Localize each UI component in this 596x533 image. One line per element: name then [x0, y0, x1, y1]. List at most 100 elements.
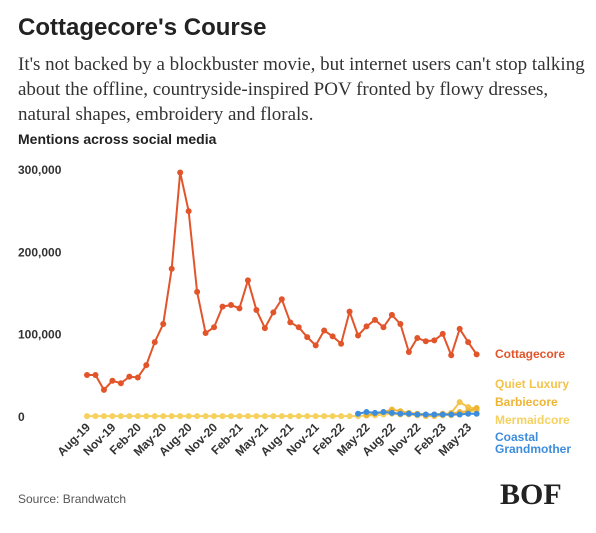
data-point: [295, 413, 302, 420]
data-point: [448, 411, 455, 418]
data-point: [244, 413, 251, 420]
data-point: [202, 413, 209, 420]
legend-label: Barbiecore: [495, 395, 558, 409]
data-point: [287, 319, 294, 326]
data-point: [211, 324, 218, 331]
data-point: [346, 413, 353, 420]
data-point: [363, 323, 370, 330]
data-point: [185, 413, 192, 420]
data-point: [227, 413, 234, 420]
data-point: [168, 413, 175, 420]
data-point: [380, 324, 387, 331]
data-point: [194, 413, 201, 420]
series-line: [87, 172, 478, 392]
legend-label: Quiet Luxury: [495, 377, 570, 391]
data-point: [465, 339, 472, 346]
y-tick-label: 200,000: [18, 245, 62, 259]
data-point: [465, 404, 472, 411]
source: Source: Brandwatch: [18, 492, 127, 506]
data-point: [270, 309, 277, 316]
data-point: [397, 320, 404, 327]
y-tick-label: 300,000: [18, 163, 62, 177]
data-point: [414, 334, 421, 341]
data-point: [473, 351, 480, 358]
data-point: [388, 311, 395, 318]
data-point: [202, 330, 209, 337]
data-point: [278, 413, 285, 420]
data-point: [168, 265, 175, 272]
data-point: [126, 373, 133, 380]
data-point: [456, 411, 463, 418]
data-point: [456, 325, 463, 332]
data-point: [355, 332, 362, 339]
data-point: [473, 410, 480, 417]
data-point: [134, 413, 141, 420]
data-point: [304, 334, 311, 341]
data-point: [465, 410, 472, 417]
data-point: [160, 320, 167, 327]
data-point: [278, 296, 285, 303]
data-point: [92, 372, 99, 379]
logo: BOF: [500, 478, 562, 511]
data-point: [92, 413, 99, 420]
data-point: [346, 308, 353, 315]
data-point: [422, 411, 429, 418]
data-point: [388, 409, 395, 416]
data-point: [355, 410, 362, 417]
data-point: [219, 413, 226, 420]
data-point: [363, 409, 370, 416]
data-point: [100, 386, 107, 393]
data-point: [151, 413, 158, 420]
data-point: [422, 338, 429, 345]
data-point: [100, 413, 107, 420]
data-point: [295, 324, 302, 331]
data-point: [227, 302, 234, 309]
data-point: [236, 413, 243, 420]
data-point: [151, 339, 158, 346]
data-point: [211, 413, 218, 420]
data-point: [371, 316, 378, 323]
data-point: [380, 409, 387, 416]
data-point: [312, 413, 319, 420]
data-point: [473, 404, 480, 411]
data-point: [117, 413, 124, 420]
data-point: [261, 325, 268, 332]
data-point: [304, 413, 311, 420]
data-point: [312, 342, 319, 349]
chart-title: Mentions across social media: [18, 131, 217, 147]
data-point: [160, 413, 167, 420]
data-point: [414, 411, 421, 418]
data-point: [431, 411, 438, 418]
data-point: [431, 337, 438, 344]
data-point: [84, 372, 90, 379]
legend-label: Mermaidcore: [495, 413, 570, 427]
data-point: [177, 413, 184, 420]
data-point: [321, 413, 328, 420]
data-point: [84, 413, 90, 420]
data-point: [219, 303, 226, 310]
y-tick-label: 100,000: [18, 328, 62, 342]
data-point: [287, 413, 294, 420]
data-point: [117, 380, 124, 387]
subtitle: It's not backed by a blockbuster movie, …: [18, 54, 585, 125]
data-point: [448, 352, 455, 359]
data-point: [109, 413, 116, 420]
data-point: [439, 330, 446, 337]
data-point: [109, 377, 116, 384]
data-point: [405, 410, 412, 417]
data-point: [261, 413, 268, 420]
data-point: [338, 340, 345, 347]
data-point: [329, 413, 336, 420]
y-tick-label: 0: [18, 410, 25, 424]
data-point: [456, 399, 463, 406]
data-point: [439, 411, 446, 418]
title: Cottagecore's Course: [18, 14, 267, 41]
data-point: [177, 169, 184, 176]
data-point: [134, 374, 141, 381]
data-point: [253, 306, 260, 313]
data-point: [143, 362, 150, 369]
data-point: [194, 288, 201, 295]
legend-label: Coastal Grandmother: [495, 430, 572, 456]
